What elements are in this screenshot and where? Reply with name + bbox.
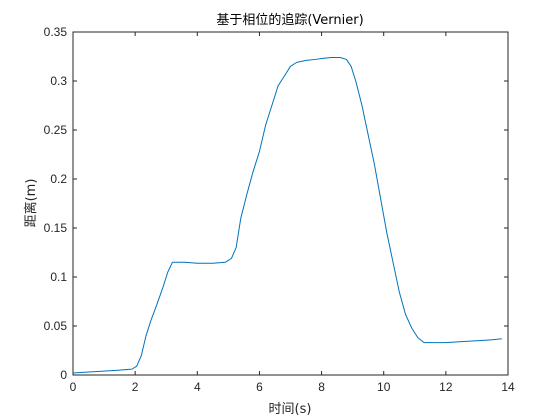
y-axis-label: 距离(m) (23, 179, 39, 228)
axes-box (72, 31, 509, 376)
chart-title: 基于相位的追踪(Vernier) (216, 12, 363, 28)
x-tick-label: 6 (256, 380, 263, 394)
plot-area: 0 2 4 6 8 10 12 14 0 0.05 0.1 0.15 0.2 0.25 0.3 0.35 (44, 25, 515, 394)
x-tick-label: 0 (70, 380, 77, 394)
y-tick-label: 0.35 (44, 25, 68, 39)
y-tick-label: 0.3 (50, 74, 67, 88)
x-axis-label: 时间(s) (269, 402, 312, 417)
x-axis-ticks: 0 2 4 6 8 10 12 14 (70, 32, 515, 394)
x-tick-label: 8 (318, 380, 325, 394)
x-tick-label: 14 (501, 380, 515, 394)
x-tick-label: 2 (132, 380, 139, 394)
x-tick-label: 10 (377, 380, 391, 394)
y-tick-label: 0.15 (44, 221, 68, 235)
y-tick-label: 0 (60, 368, 67, 382)
series-line (72, 56, 502, 374)
x-tick-label: 4 (194, 380, 201, 394)
x-tick-label: 12 (439, 380, 453, 394)
y-tick-label: 0.05 (44, 319, 68, 333)
y-axis-ticks: 0 0.05 0.1 0.15 0.2 0.25 0.3 0.35 (44, 25, 508, 382)
series-layer (72, 56, 502, 374)
y-tick-label: 0.1 (50, 270, 67, 284)
y-tick-label: 0.2 (50, 172, 67, 186)
y-tick-label: 0.25 (44, 123, 68, 137)
